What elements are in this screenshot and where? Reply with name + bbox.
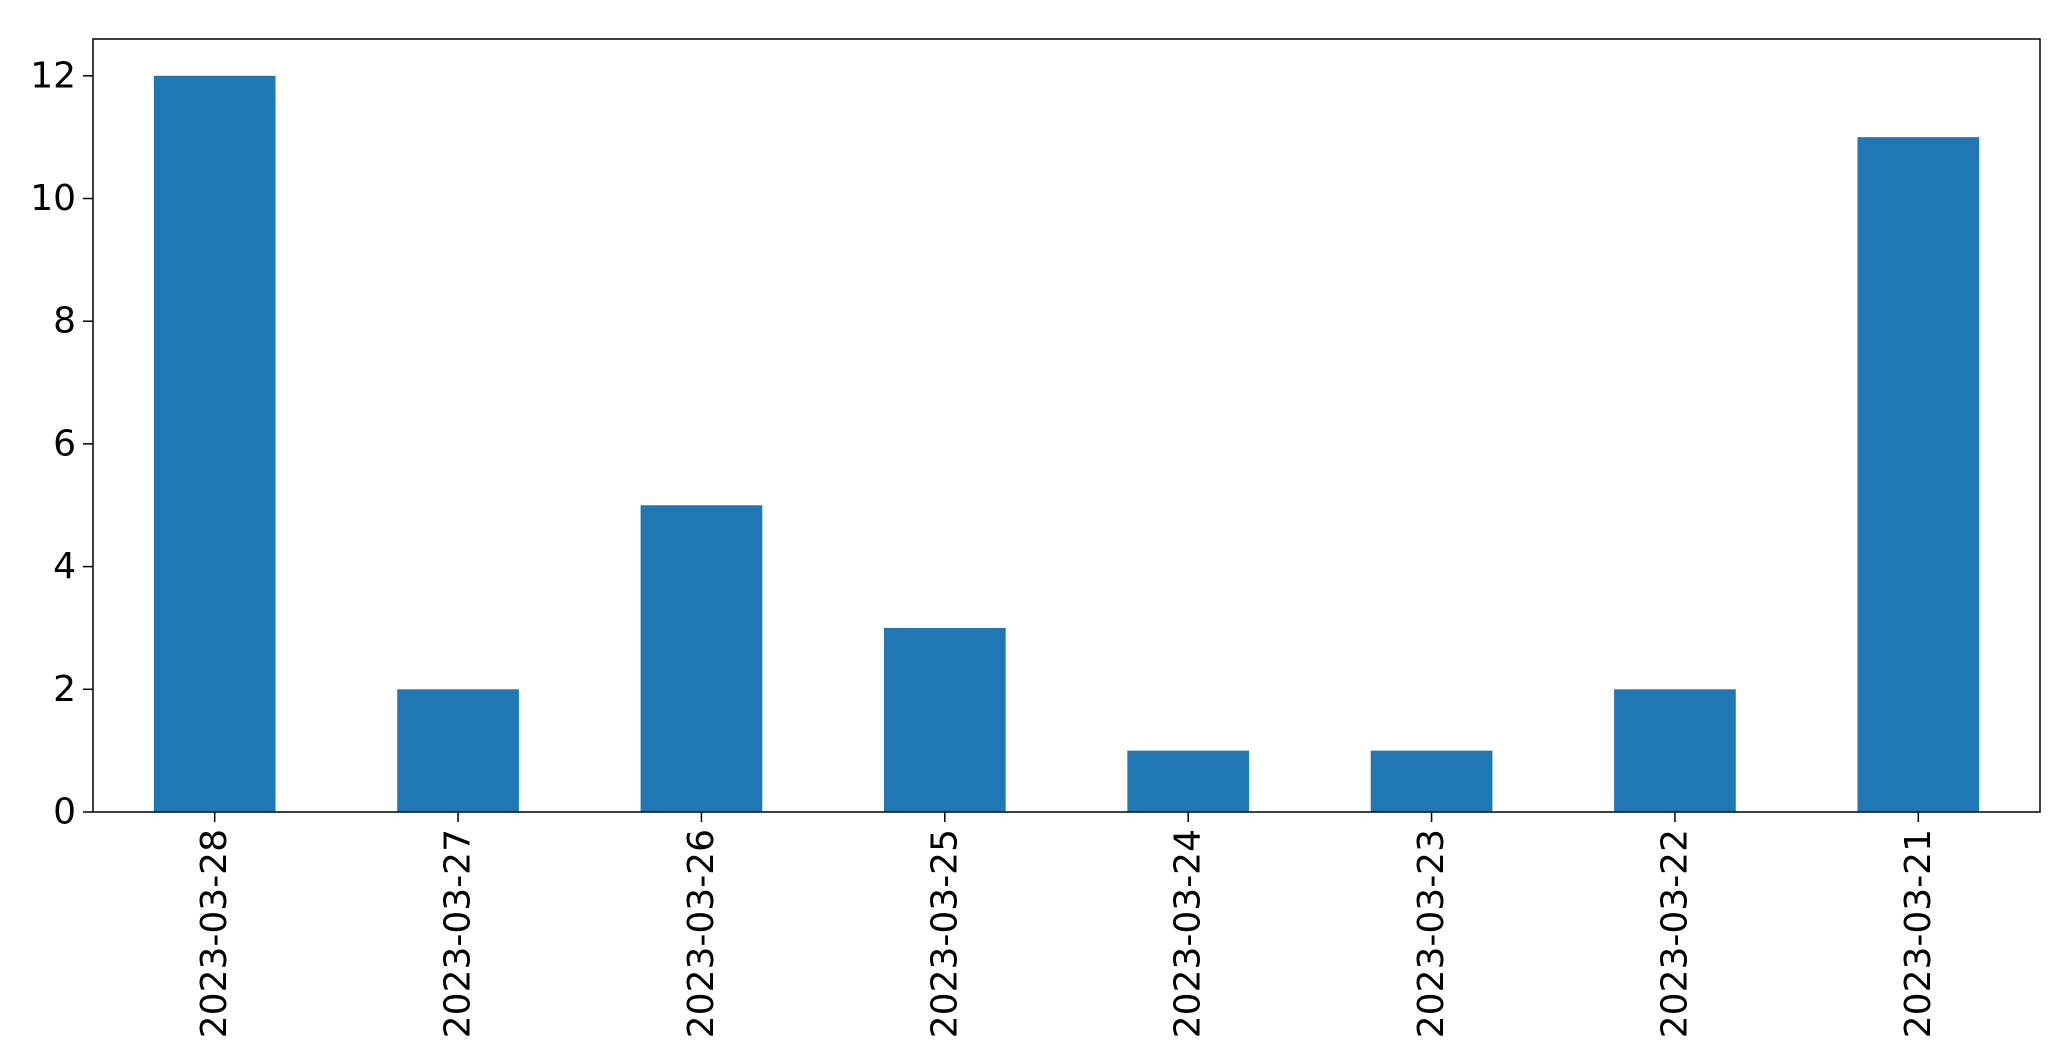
x-tick-label: 2023-03-27 bbox=[438, 829, 479, 1038]
bar-2023-03-23 bbox=[1370, 750, 1493, 812]
y-tick-label: 0 bbox=[53, 792, 76, 833]
y-tick-label: 8 bbox=[53, 301, 76, 342]
y-tick-label: 4 bbox=[53, 546, 76, 587]
plot-frame bbox=[92, 38, 2041, 813]
y-tick-label: 2 bbox=[53, 669, 76, 710]
x-tick-label: 2023-03-23 bbox=[1411, 829, 1452, 1038]
bar-2023-03-22 bbox=[1614, 689, 1736, 812]
bar-2023-03-25 bbox=[883, 627, 1006, 812]
y-tick-label: 6 bbox=[53, 423, 76, 464]
y-axis-ticks: 0 2 4 6 8 10 12 bbox=[30, 55, 93, 833]
x-tick-label: 2023-03-21 bbox=[1898, 829, 1939, 1038]
bar-2023-03-27 bbox=[397, 689, 519, 812]
x-tick-label: 2023-03-25 bbox=[924, 829, 965, 1038]
bar-2023-03-21 bbox=[1857, 137, 1980, 812]
bar-2023-03-24 bbox=[1127, 750, 1250, 812]
bars-group bbox=[153, 75, 1980, 813]
y-tick-label: 12 bbox=[30, 55, 76, 96]
x-tick-label: 2023-03-22 bbox=[1654, 829, 1695, 1038]
x-axis-ticks: 2023-03-28 2023-03-27 2023-03-26 2023-03-25… bbox=[194, 812, 1939, 1038]
bar-2023-03-26 bbox=[640, 505, 763, 812]
y-tick-label: 10 bbox=[30, 178, 76, 219]
bar-2023-03-28 bbox=[153, 75, 276, 813]
x-tick-label: 2023-03-26 bbox=[681, 829, 722, 1038]
x-tick-label: 2023-03-24 bbox=[1168, 829, 1209, 1038]
x-tick-label: 2023-03-28 bbox=[194, 829, 235, 1038]
